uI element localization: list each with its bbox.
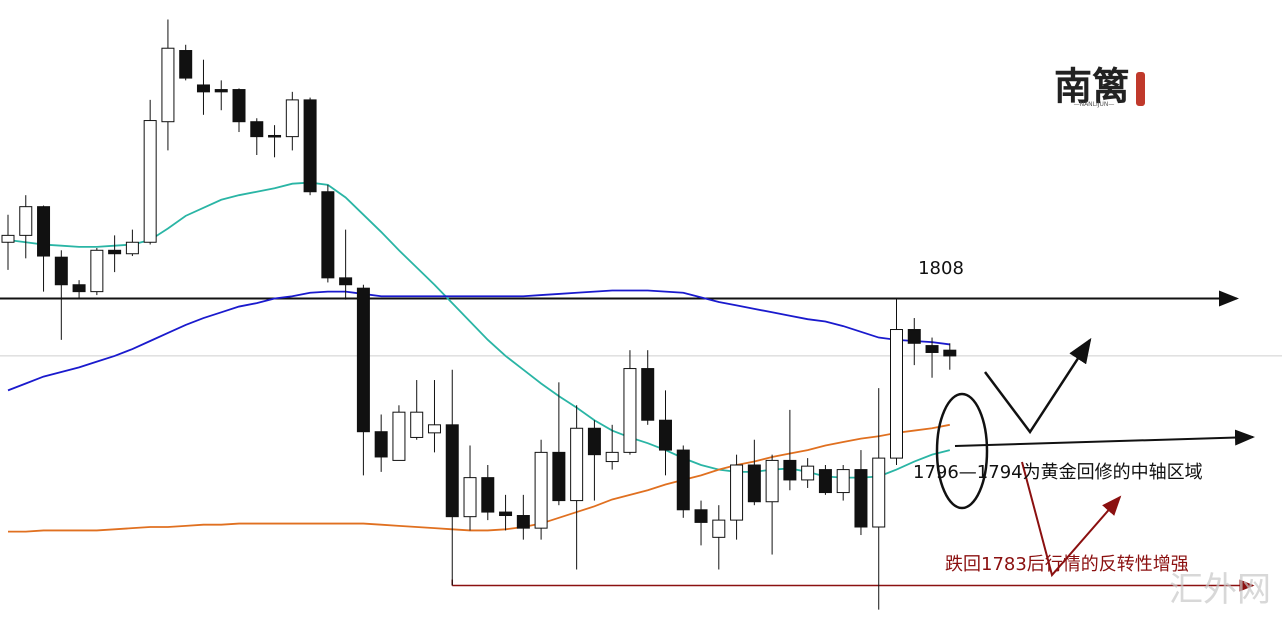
level-label: 1808 (918, 258, 964, 279)
candle-body (392, 411, 406, 461)
candle-body (836, 469, 850, 494)
candle-body (356, 287, 370, 433)
candle-body (890, 329, 903, 459)
candle-body (54, 256, 68, 286)
candle-body (445, 424, 459, 518)
candle-body (268, 134, 282, 138)
candle-body (72, 284, 86, 293)
candle-body (641, 368, 655, 421)
zone-ellipse (935, 392, 989, 510)
candle-body (339, 277, 353, 286)
candle-body (676, 449, 690, 511)
candle-body (125, 241, 139, 255)
candle-body (321, 191, 335, 279)
candle-body (534, 451, 548, 529)
candle-body (374, 431, 388, 458)
candle-body (694, 509, 708, 523)
candle-body (250, 121, 264, 138)
logo: 南篱 (1054, 64, 1130, 109)
candle-body (196, 84, 210, 93)
candle-body (108, 249, 122, 255)
candle-body (747, 464, 761, 503)
candle-body (712, 519, 726, 538)
zone-arrow (954, 429, 1255, 447)
candle-body (570, 427, 584, 502)
candle-body (658, 419, 672, 451)
candle-body (232, 89, 246, 123)
moving-average (8, 423, 950, 533)
candle-body (765, 459, 779, 503)
candle-body (854, 469, 868, 528)
candle-body (907, 329, 921, 344)
candle-body (943, 349, 957, 357)
candle-body (801, 465, 815, 481)
candle-body (499, 511, 513, 517)
candle-body (872, 457, 886, 528)
candle-body (818, 469, 832, 494)
candle-body (605, 451, 619, 463)
candle-body (161, 47, 175, 123)
candle-body (587, 427, 601, 456)
candle-body (410, 411, 424, 438)
candle-body (37, 206, 51, 257)
candle-body (552, 451, 566, 502)
candle-body (623, 368, 637, 453)
seal (1136, 72, 1145, 106)
annotation: 跌回1783后行情的反转性增强 (945, 554, 1189, 575)
candle-body (143, 120, 157, 243)
annotation: 1796—1794为黄金回修的中轴区域 (913, 462, 1203, 483)
candle-body (481, 477, 495, 513)
watermark: 汇外网 (1169, 570, 1271, 610)
candle-body (179, 50, 193, 79)
candle-body (463, 477, 477, 518)
logo-sub: —NANLIJUN— (1074, 101, 1115, 108)
candle-body (19, 206, 33, 236)
path-arrow (984, 337, 1092, 435)
candle-body (516, 515, 530, 529)
candle-body (427, 424, 441, 434)
candle-body (925, 345, 939, 353)
candle-body (1, 234, 15, 243)
candle-body (730, 464, 744, 521)
candle-body (783, 459, 797, 481)
moving-average (7, 289, 950, 392)
candle-body (303, 99, 317, 193)
path-arrow (1021, 461, 1122, 578)
candle-body (90, 249, 104, 293)
candle-body (214, 89, 228, 93)
candle-body (285, 99, 299, 138)
